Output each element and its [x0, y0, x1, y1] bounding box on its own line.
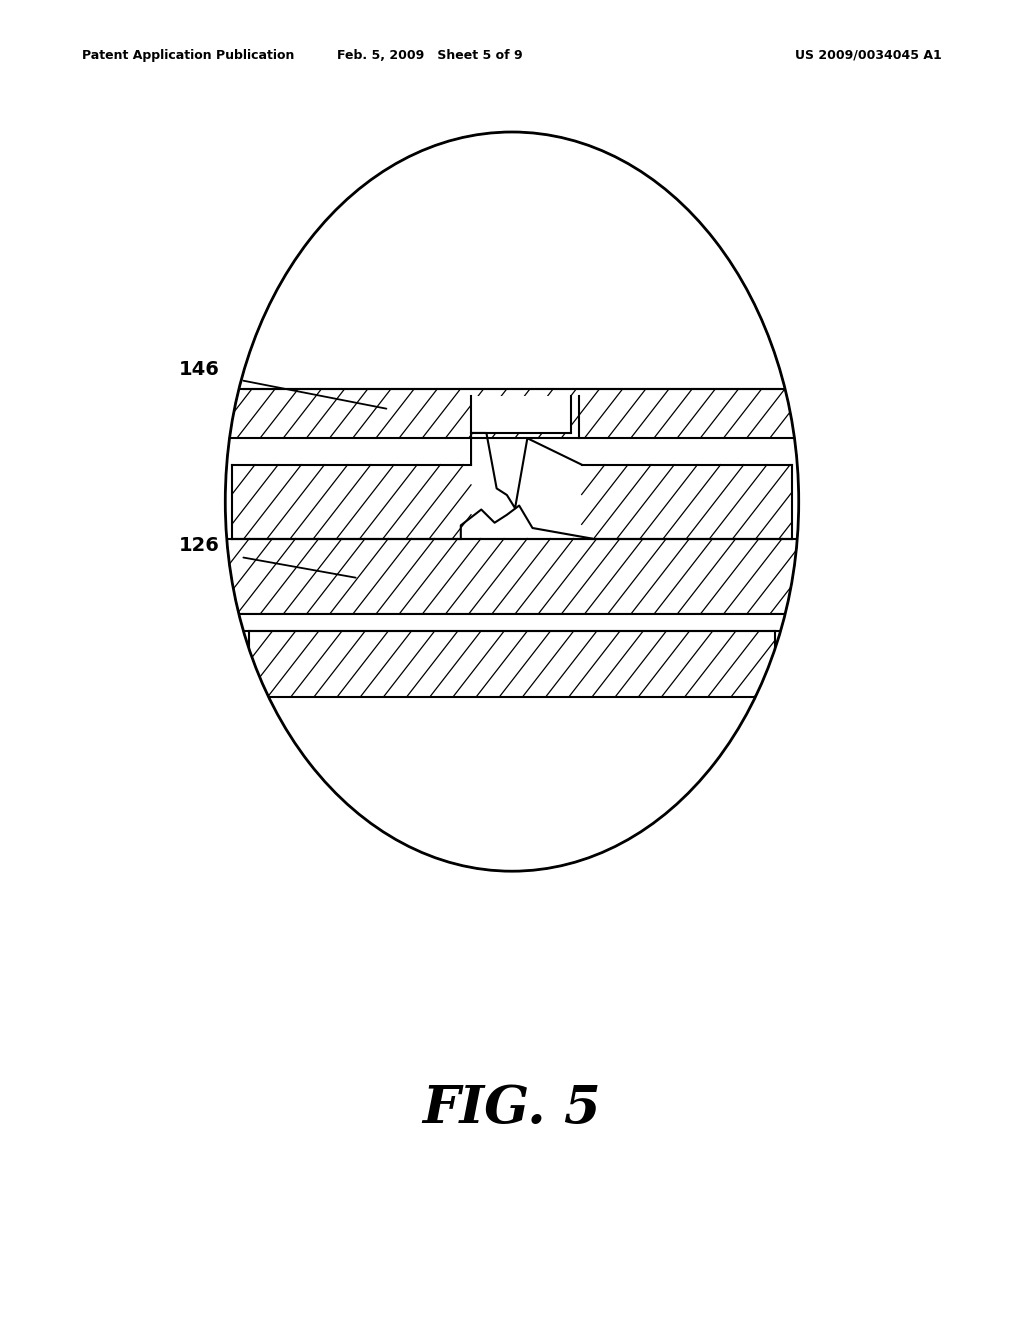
- Text: US 2009/0034045 A1: US 2009/0034045 A1: [796, 49, 942, 62]
- Text: 126: 126: [179, 536, 220, 554]
- Bar: [236, 614, 788, 631]
- Bar: [471, 396, 571, 433]
- Text: Patent Application Publication: Patent Application Publication: [82, 49, 294, 62]
- Text: FIG. 5: FIG. 5: [423, 1084, 601, 1134]
- Text: Feb. 5, 2009   Sheet 5 of 9: Feb. 5, 2009 Sheet 5 of 9: [337, 49, 523, 62]
- Text: 146: 146: [179, 360, 220, 379]
